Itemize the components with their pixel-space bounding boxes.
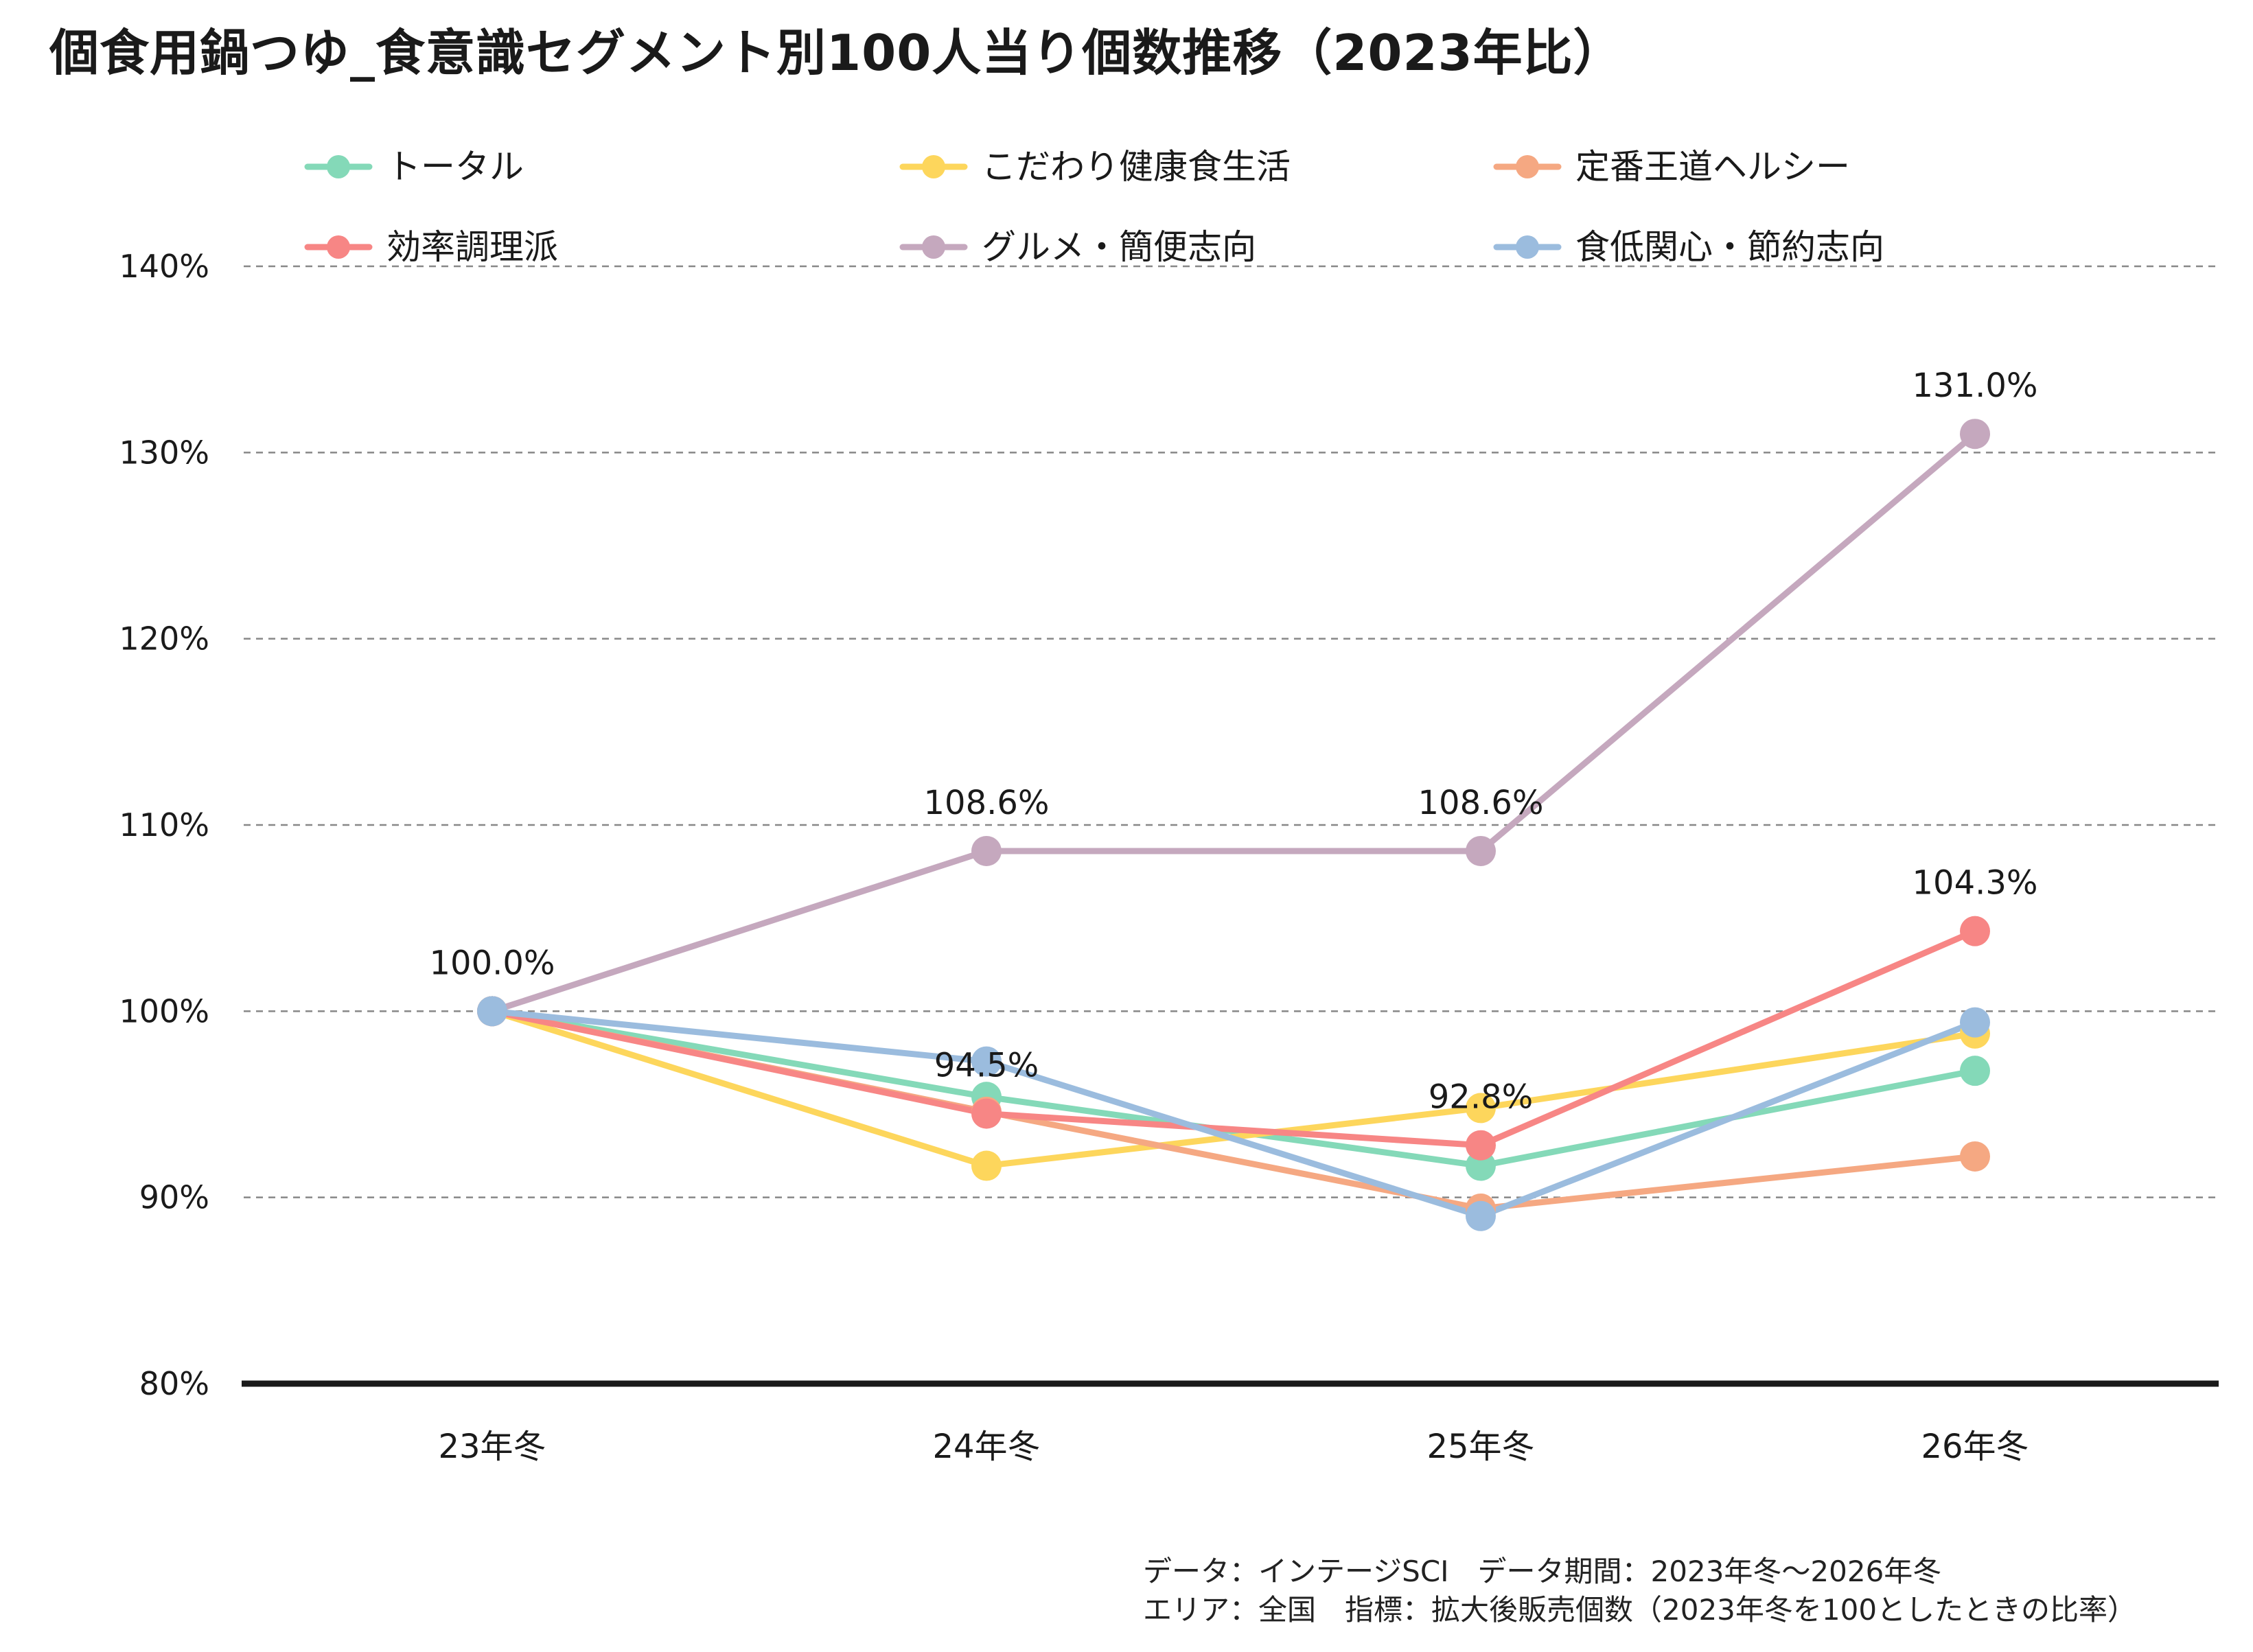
data-point: [971, 1098, 1002, 1129]
legend-item: 定番王道ヘルシー: [1493, 147, 1850, 187]
legend-label: 定番王道ヘルシー: [1575, 147, 1850, 187]
data-point: [1960, 1141, 1990, 1172]
data-point: [1960, 916, 1990, 946]
legend-item: 効率調理派: [304, 227, 558, 267]
data-label: 92.8%: [1429, 1078, 1533, 1117]
legend-swatch-marker: [1516, 235, 1539, 259]
series-line: [489, 928, 1978, 1149]
y-tick-label: 80%: [139, 1365, 209, 1402]
source-footnote: データ：インテージSCI データ期間：2023年冬〜2026年冬 エリア：全国 …: [1143, 1552, 2136, 1629]
legend-item: グルメ・簡便志向: [899, 227, 1256, 267]
annotation-layer: 100.0% 108.6% 94.5% 108.6% 92.8% 131.0% 104.3%: [429, 367, 2037, 1116]
legend-label: 食低関心・節約志向: [1575, 227, 1884, 267]
data-point: [1466, 1093, 1496, 1124]
legend-label: グルメ・簡便志向: [982, 227, 1256, 267]
series-line: [489, 1008, 1978, 1220]
x-tick-label: 25年冬: [1426, 1428, 1534, 1466]
grid-layer: [244, 265, 2219, 1198]
legend-swatch-marker: [327, 235, 350, 259]
x-tick-label: 23年冬: [438, 1428, 546, 1466]
legend-swatch-marker: [1516, 155, 1539, 178]
y-tick-label: 110%: [119, 806, 209, 844]
data-label: 108.6%: [1418, 784, 1543, 822]
y-tick-label: 90%: [139, 1179, 209, 1216]
y-tick-label: 140%: [119, 248, 209, 285]
data-label: 100.0%: [429, 944, 555, 982]
x-tick-label: 26年冬: [1921, 1428, 2029, 1466]
y-tick-label: 130%: [119, 434, 209, 471]
data-point: [971, 1046, 1002, 1077]
data-point: [971, 1150, 1002, 1181]
data-point: [1466, 1200, 1496, 1231]
data-point: [477, 996, 507, 1027]
y-tick-label: 100%: [119, 992, 209, 1029]
y-tick-label: 120%: [119, 620, 209, 658]
data-label: 131.0%: [1912, 367, 2037, 405]
data-point: [1960, 1056, 1990, 1086]
axis-layer: 80% 90% 100% 110% 120% 130% 140% 23年冬 24年冬 25年冬 26…: [119, 248, 2219, 1466]
data-label: 108.6%: [923, 784, 1049, 822]
legend-swatch-marker: [922, 235, 945, 259]
legend-swatch-marker: [327, 155, 350, 178]
footnote-line-2: エリア：全国 指標：拡大後販売個数（2023年冬を100としたときの比率）: [1143, 1593, 2137, 1627]
x-tick-label: 24年冬: [932, 1428, 1040, 1466]
data-point: [1466, 835, 1496, 866]
legend-label: 効率調理派: [386, 227, 558, 267]
legend-item: こだわり健康食生活: [899, 147, 1291, 187]
legend-item: トータル: [304, 147, 524, 187]
legend-item: 食低関心・節約志向: [1493, 227, 1884, 267]
legend-swatch-marker: [922, 155, 945, 178]
legend-label: トータル: [386, 147, 524, 187]
footnote-line-1: データ：インテージSCI データ期間：2023年冬〜2026年冬: [1143, 1555, 1942, 1588]
chart-title: 個食用鍋つゆ_食意識セグメント別100人当り個数推移（2023年比）: [49, 24, 1624, 82]
data-point: [971, 835, 1002, 866]
legend-label: こだわり健康食生活: [982, 147, 1291, 187]
data-point: [1466, 1130, 1496, 1161]
series-layer: [477, 419, 1990, 1231]
data-label: 104.3%: [1912, 864, 2037, 903]
data-point: [1960, 419, 1990, 450]
data-label: 94.5%: [934, 1047, 1039, 1085]
series-line: [489, 430, 1978, 1014]
data-point: [1960, 1007, 1990, 1038]
